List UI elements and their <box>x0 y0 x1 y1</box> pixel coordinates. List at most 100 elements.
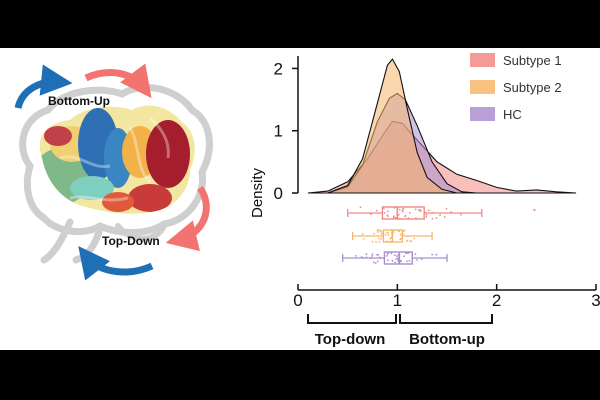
point-subtype-1 <box>398 209 401 211</box>
point-subtype-1 <box>432 211 435 214</box>
point-hc <box>376 254 378 256</box>
legend-swatch-hc <box>470 107 495 121</box>
legend-label: Subtype 1 <box>503 53 562 68</box>
point-subtype-1 <box>445 207 448 210</box>
point-subtype-1 <box>439 214 441 217</box>
bottom-up-arrow-red <box>84 63 152 99</box>
cortex-surface <box>39 105 195 214</box>
point-subtype-2 <box>378 229 381 232</box>
point-subtype-2 <box>397 230 400 233</box>
point-subtype-2 <box>384 233 387 236</box>
point-subtype-2 <box>409 240 411 242</box>
point-hc <box>371 253 374 255</box>
point-hc <box>403 255 405 257</box>
point-hc <box>414 253 417 256</box>
point-subtype-2 <box>390 240 392 243</box>
point-subtype-1 <box>375 209 378 212</box>
point-subtype-1 <box>387 215 389 218</box>
point-subtype-2 <box>402 230 405 233</box>
point-subtype-1 <box>381 217 384 220</box>
point-hc <box>396 255 398 258</box>
point-subtype-1 <box>424 211 426 214</box>
y-ticks: 0 1 2 <box>274 59 298 203</box>
point-hc <box>394 261 396 264</box>
point-subtype-1 <box>359 206 362 209</box>
point-subtype-1 <box>393 206 396 209</box>
point-subtype-1 <box>370 213 372 216</box>
density-curves <box>307 58 577 194</box>
point-hc <box>386 252 389 255</box>
point-hc <box>370 257 373 259</box>
point-subtype-2 <box>402 233 404 235</box>
point-hc <box>354 255 357 257</box>
legend-label: HC <box>503 107 522 122</box>
point-hc <box>374 262 377 264</box>
point-subtype-2 <box>413 237 416 240</box>
y-tick-label: 0 <box>274 184 283 203</box>
y-axis-title: Density <box>249 167 266 218</box>
point-subtype-1 <box>394 216 397 219</box>
top-down-arrow-blue <box>78 246 154 281</box>
point-subtype-1 <box>392 215 395 218</box>
point-subtype-2 <box>387 234 390 236</box>
point-hc <box>393 254 396 256</box>
point-subtype-2 <box>407 235 410 238</box>
point-hc <box>376 260 379 263</box>
legend-label: Subtype 2 <box>503 80 562 95</box>
point-hc <box>385 254 388 257</box>
point-subtype-2 <box>406 239 409 242</box>
point-subtype-1 <box>398 217 401 220</box>
bottom-up-arrow-blue <box>14 64 73 110</box>
y-tick-label: 2 <box>274 59 283 78</box>
density-subtype-2 <box>327 58 458 194</box>
point-subtype-2 <box>400 237 402 240</box>
figure-panel: Bottom-Up Top-Down 0 1 2 0 1 2 3 Density Subt… <box>0 48 600 350</box>
point-hc <box>395 258 398 260</box>
point-subtype-1 <box>404 214 407 217</box>
point-hc <box>391 259 394 262</box>
point-subtype-2 <box>387 231 389 234</box>
point-subtype-1 <box>418 208 420 211</box>
point-subtype-1 <box>450 211 452 213</box>
box-hc <box>383 251 413 265</box>
point-subtype-1 <box>419 210 422 213</box>
point-subtype-2 <box>403 229 406 232</box>
point-subtype-2 <box>381 235 384 238</box>
point-subtype-2 <box>380 238 382 240</box>
point-hc <box>399 260 402 262</box>
cerebellum-outline <box>115 223 167 242</box>
point-subtype-1 <box>402 207 405 210</box>
point-subtype-1 <box>443 216 446 218</box>
point-subtype-2 <box>378 241 381 243</box>
top-down-text: Top-down <box>315 331 386 348</box>
point-subtype-2 <box>386 240 388 243</box>
point-subtype-1 <box>431 217 434 220</box>
top-down-brace <box>307 314 397 324</box>
point-subtype-2 <box>392 231 395 233</box>
bottom-up-label: Bottom-Up <box>48 94 110 108</box>
point-subtype-1 <box>396 207 399 210</box>
point-subtype-1 <box>401 210 404 213</box>
point-subtype-1 <box>396 218 399 220</box>
point-hc <box>365 253 368 256</box>
point-subtype-1 <box>427 209 430 212</box>
legend-swatch-subtype-1 <box>470 53 495 67</box>
legend-swatch-subtype-2 <box>470 80 495 94</box>
boxplots <box>342 206 536 265</box>
point-subtype-1 <box>395 206 398 208</box>
point-subtype-2 <box>391 232 393 234</box>
point-subtype-2 <box>378 237 380 240</box>
point-subtype-2 <box>375 241 377 243</box>
bottom-up-text: Bottom-up <box>409 331 485 348</box>
outlier-subtype-1 <box>533 208 536 212</box>
x-tick-label: 3 <box>591 291 600 310</box>
point-subtype-1 <box>397 213 400 216</box>
top-down-arrow-red <box>165 185 210 252</box>
point-subtype-1 <box>383 207 385 210</box>
point-subtype-2 <box>391 233 394 236</box>
point-subtype-2 <box>399 233 402 236</box>
point-subtype-1 <box>383 212 386 214</box>
x-tick-label: 0 <box>293 291 302 310</box>
point-hc <box>408 260 411 262</box>
y-tick-label: 1 <box>274 122 283 141</box>
